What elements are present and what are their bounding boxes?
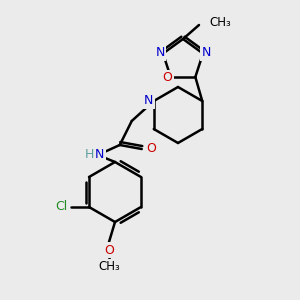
Text: O: O (104, 244, 114, 256)
Text: O: O (146, 142, 156, 155)
Text: N: N (144, 94, 153, 107)
Text: N: N (155, 46, 165, 59)
Text: O: O (163, 71, 172, 85)
Text: N: N (95, 148, 104, 161)
Text: H: H (85, 148, 94, 160)
Text: Cl: Cl (55, 200, 67, 214)
Text: CH₃: CH₃ (209, 16, 231, 29)
Text: CH₃: CH₃ (98, 260, 120, 274)
Text: N: N (201, 46, 211, 59)
